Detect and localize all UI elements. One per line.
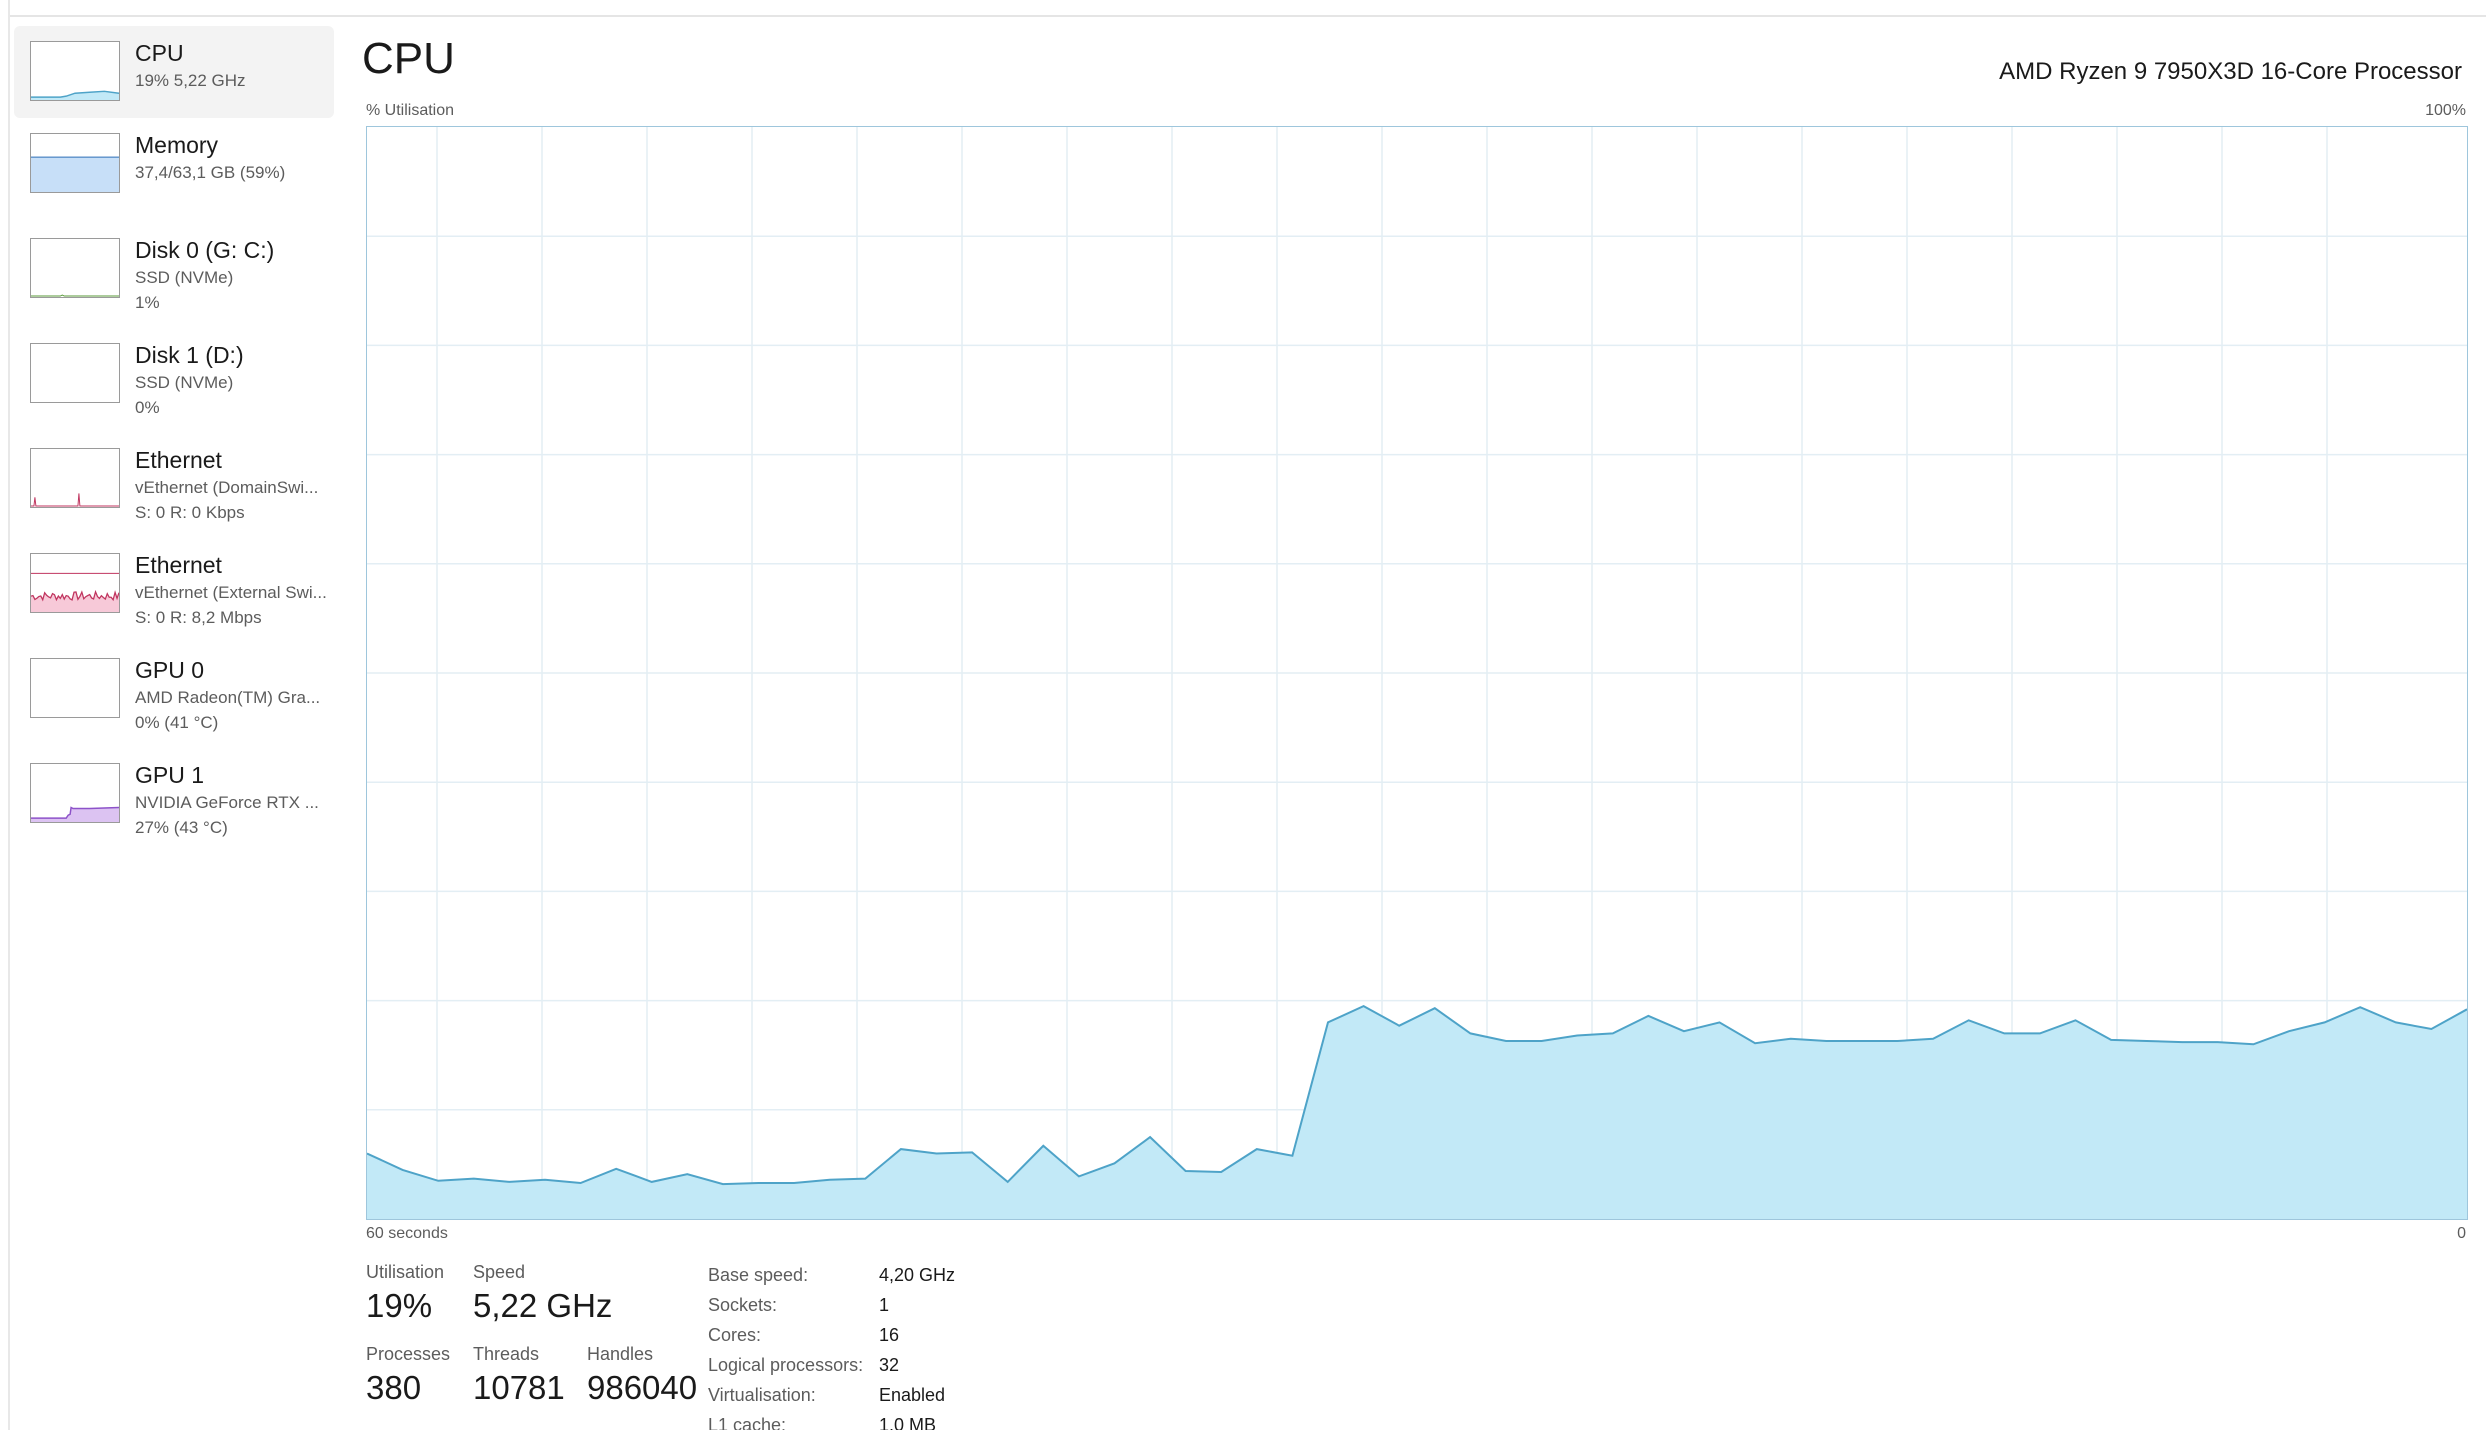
info-value: 1,0 MB bbox=[879, 1415, 937, 1430]
info-key: L1 cache: bbox=[708, 1415, 787, 1430]
stat-processes: Processes 380 bbox=[366, 1342, 450, 1410]
ethernet-domain-thumbnail bbox=[30, 448, 120, 508]
stat-value: 380 bbox=[366, 1369, 422, 1406]
sidebar-item-title: Ethernet bbox=[135, 447, 222, 473]
cpu-info-table: Base speed: 4,20 GHz Sockets: 1 Cores: 1… bbox=[708, 1260, 955, 1430]
graph-y-label: % Utilisation bbox=[366, 102, 455, 119]
gpu-0-thumbnail bbox=[30, 658, 120, 718]
sidebar-item-gpu-1[interactable]: GPU 1 NVIDIA GeForce RTX ... 27% (43 °C) bbox=[14, 748, 334, 853]
info-row-sockets: Sockets: 1 bbox=[708, 1290, 955, 1320]
graph-x-end-label: 0 bbox=[2457, 1225, 2466, 1242]
stat-utilisation: Utilisation 19% bbox=[366, 1260, 444, 1328]
stat-handles: Handles 986040 bbox=[587, 1342, 697, 1410]
info-row-base-speed: Base speed: 4,20 GHz bbox=[708, 1260, 955, 1290]
top-divider bbox=[10, 15, 2486, 17]
stat-label: Utilisation bbox=[366, 1262, 445, 1282]
sidebar-item-title: CPU bbox=[135, 40, 184, 66]
sidebar-item-detail: vEthernet (DomainSwi... bbox=[135, 478, 319, 497]
page-title: CPU bbox=[362, 34, 455, 83]
sidebar-item-title: Disk 1 (D:) bbox=[135, 342, 244, 368]
sidebar-item-cpu[interactable]: CPU 19% 5,22 GHz bbox=[14, 26, 334, 118]
info-key: Virtualisation: bbox=[708, 1385, 816, 1405]
sidebar-item-title: Disk 0 (G: C:) bbox=[135, 237, 275, 263]
sidebar-item-detail: SSD (NVMe) bbox=[135, 373, 234, 392]
sidebar-item-detail-2: 0% (41 °C) bbox=[135, 713, 219, 732]
sidebar-item-ethernet-external[interactable]: Ethernet vEthernet (External Swi... S: 0… bbox=[14, 538, 334, 643]
sidebar-item-detail: 19% 5,22 GHz bbox=[135, 71, 246, 90]
stat-value: 10781 bbox=[473, 1369, 565, 1406]
stat-speed: Speed 5,22 GHz bbox=[473, 1260, 612, 1328]
cpu-utilisation-area bbox=[367, 1006, 2467, 1219]
sidebar-item-ethernet-domain[interactable]: Ethernet vEthernet (DomainSwi... S: 0 R:… bbox=[14, 433, 334, 538]
info-row-l1-cache: L1 cache: 1,0 MB bbox=[708, 1410, 955, 1430]
info-key: Sockets: bbox=[708, 1295, 778, 1315]
sidebar-item-title: Ethernet bbox=[135, 552, 222, 578]
cpu-thumbnail bbox=[30, 41, 120, 101]
sidebar-item-memory[interactable]: Memory 37,4/63,1 GB (59%) bbox=[14, 118, 334, 223]
stat-value: 19% bbox=[366, 1287, 433, 1324]
sidebar-item-detail: 37,4/63,1 GB (59%) bbox=[135, 163, 286, 182]
stat-label: Processes bbox=[366, 1344, 451, 1364]
info-value: 16 bbox=[879, 1325, 900, 1345]
left-edge bbox=[8, 0, 10, 1430]
info-key: Base speed: bbox=[708, 1265, 809, 1285]
disk-1-thumbnail bbox=[30, 343, 120, 403]
info-row-logical-processors: Logical processors: 32 bbox=[708, 1350, 955, 1380]
sidebar-item-detail-2: 0% bbox=[135, 398, 160, 417]
sidebar-item-title: GPU 1 bbox=[135, 762, 205, 788]
info-key: Logical processors: bbox=[708, 1355, 864, 1375]
graph-y-max-label: 100% bbox=[2425, 102, 2466, 119]
disk-0-thumbnail bbox=[30, 238, 120, 298]
info-value: 32 bbox=[879, 1355, 900, 1375]
sidebar-item-detail: AMD Radeon(TM) Gra... bbox=[135, 688, 321, 707]
cpu-utilisation-chart bbox=[367, 127, 2467, 1219]
sidebar-item-disk-0[interactable]: Disk 0 (G: C:) SSD (NVMe) 1% bbox=[14, 223, 334, 328]
sidebar-item-detail: vEthernet (External Swi... bbox=[135, 583, 327, 602]
info-value: Enabled bbox=[879, 1385, 946, 1405]
sidebar-item-detail-2: 1% bbox=[135, 293, 160, 312]
info-value: 4,20 GHz bbox=[879, 1265, 956, 1285]
stat-threads: Threads 10781 bbox=[473, 1342, 565, 1410]
stat-label: Threads bbox=[473, 1344, 540, 1364]
stat-label: Speed bbox=[473, 1262, 526, 1282]
info-value: 1 bbox=[879, 1295, 890, 1315]
sidebar-item-gpu-0[interactable]: GPU 0 AMD Radeon(TM) Gra... 0% (41 °C) bbox=[14, 643, 334, 748]
cpu-utilisation-graph bbox=[366, 126, 2468, 1220]
stat-value: 986040 bbox=[587, 1369, 698, 1406]
stat-value: 5,22 GHz bbox=[473, 1287, 613, 1324]
sidebar-item-detail: NVIDIA GeForce RTX ... bbox=[135, 793, 319, 812]
sidebar-item-detail: SSD (NVMe) bbox=[135, 268, 234, 287]
memory-thumbnail bbox=[30, 133, 120, 193]
gpu-1-thumbnail bbox=[30, 763, 120, 823]
cpu-model-name: AMD Ryzen 9 7950X3D 16-Core Processor bbox=[1999, 58, 2462, 85]
ethernet-external-thumbnail bbox=[30, 553, 120, 613]
stat-label: Handles bbox=[587, 1344, 654, 1364]
info-key: Cores: bbox=[708, 1325, 762, 1345]
info-row-virtualisation: Virtualisation: Enabled bbox=[708, 1380, 955, 1410]
cpu-utilisation-line bbox=[367, 1004, 2467, 1186]
info-row-cores: Cores: 16 bbox=[708, 1320, 955, 1350]
sidebar-item-detail-2: 27% (43 °C) bbox=[135, 818, 228, 837]
sidebar-item-disk-1[interactable]: Disk 1 (D:) SSD (NVMe) 0% bbox=[14, 328, 334, 433]
graph-x-start-label: 60 seconds bbox=[366, 1225, 448, 1242]
sidebar-item-title: GPU 0 bbox=[135, 657, 205, 683]
sidebar-item-detail-2: S: 0 R: 8,2 Mbps bbox=[135, 608, 262, 627]
sidebar: CPU 19% 5,22 GHz Memory 37,4/63,1 GB (59… bbox=[14, 26, 334, 853]
sidebar-item-title: Memory bbox=[135, 132, 219, 158]
sidebar-item-detail-2: S: 0 R: 0 Kbps bbox=[135, 503, 245, 522]
